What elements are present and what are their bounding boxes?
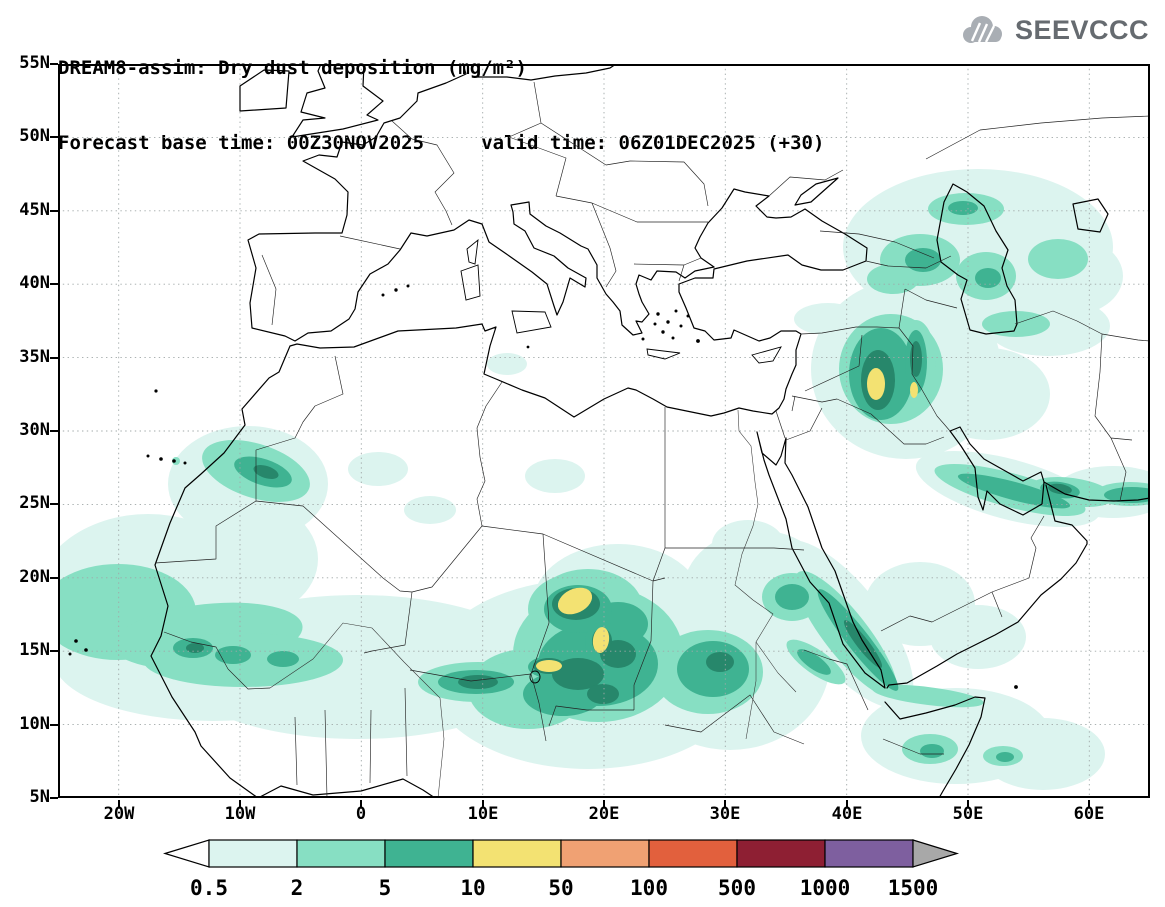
colorbar-segment xyxy=(560,839,650,868)
colorbar-overflow-arrow xyxy=(912,839,960,868)
plot-title-block: DREAM8-assim: Dry dust deposition (mg/m²… xyxy=(58,6,824,206)
lake-chad xyxy=(529,670,541,684)
lon-tick xyxy=(846,800,848,808)
colorbar-segment xyxy=(208,839,298,868)
colorbar-label: 10 xyxy=(460,876,485,900)
map-canvas xyxy=(58,64,1150,798)
colorbar-label: 50 xyxy=(548,876,573,900)
colorbar-label: 100 xyxy=(630,876,668,900)
lon-tick-label: 10E xyxy=(467,804,499,824)
country-borders xyxy=(154,81,1150,798)
colorbar-segment xyxy=(648,839,738,868)
lat-tick-label: 25N xyxy=(19,493,50,513)
logo-text: SEEVCCC xyxy=(1014,14,1149,45)
lon-tick xyxy=(118,800,120,808)
lat-tick xyxy=(50,283,58,285)
lon-tick xyxy=(603,800,605,808)
lat-tick xyxy=(50,503,58,505)
lat-tick-label: 10N xyxy=(19,714,50,734)
logo: SEEVCCC xyxy=(959,14,1149,46)
lat-tick xyxy=(50,797,58,799)
cloud-icon xyxy=(962,16,1002,43)
rivers xyxy=(269,409,797,798)
colorbar: 0.5 2 5 10 50 100 500 1000 1500 xyxy=(163,839,960,900)
aral-sea xyxy=(1072,198,1109,233)
lon-tick-label: 20W xyxy=(103,804,135,824)
lat-tick xyxy=(50,577,58,579)
islands xyxy=(68,238,1018,689)
colorbar-label: 1500 xyxy=(888,876,939,900)
borders-africa xyxy=(154,355,944,798)
lon-tick-label: 0 xyxy=(355,804,367,824)
lon-tick xyxy=(239,800,241,808)
colorbar-segment xyxy=(472,839,562,868)
lat-tick xyxy=(50,63,58,65)
lat-tick-label: 50N xyxy=(19,126,50,146)
plot-subtitle: Forecast base time: 00Z30NOV2025 valid t… xyxy=(58,132,825,154)
colorbar-segment xyxy=(296,839,386,868)
lat-tick xyxy=(50,357,58,359)
lat-tick-label: 40N xyxy=(19,273,50,293)
colorbar-label: 2 xyxy=(291,876,304,900)
lat-tick-label: 5N xyxy=(29,787,50,807)
lon-tick xyxy=(967,800,969,808)
lat-tick-label: 35N xyxy=(19,347,50,367)
lat-tick-label: 45N xyxy=(19,200,50,220)
lon-tick xyxy=(724,800,726,808)
lon-tick xyxy=(360,800,362,808)
lon-tick-label: 40E xyxy=(831,804,863,824)
lat-tick xyxy=(50,210,58,212)
sea-of-azov xyxy=(794,177,839,206)
colorbar-segment xyxy=(384,839,474,868)
colorbar-label: 1000 xyxy=(800,876,851,900)
lat-tick xyxy=(50,136,58,138)
borders-mideast-europe xyxy=(261,81,1150,632)
coastline-arabia-horn xyxy=(884,481,1150,798)
colorbar-segment xyxy=(736,839,826,868)
red-sea xyxy=(756,431,886,689)
coastline-africa-levant xyxy=(150,188,868,798)
lat-tick-label: 30N xyxy=(19,420,50,440)
colorbar-label: 500 xyxy=(718,876,756,900)
lat-tick-label: 55N xyxy=(19,53,50,73)
colorbar-segment xyxy=(824,839,914,868)
colorbar-label: 5 xyxy=(379,876,392,900)
lon-tick-label: 60E xyxy=(1073,804,1105,824)
lon-tick xyxy=(482,800,484,808)
colorbar-underflow-arrow xyxy=(163,839,210,868)
lon-tick xyxy=(1088,800,1090,808)
lat-tick-label: 20N xyxy=(19,567,50,587)
lat-tick xyxy=(50,430,58,432)
coastline-europe xyxy=(247,64,715,342)
lon-tick-label: 10W xyxy=(224,804,256,824)
colorbar-label: 0.5 xyxy=(190,876,228,900)
lon-tick-label: 30E xyxy=(709,804,741,824)
lon-tick-label: 50E xyxy=(952,804,984,824)
lon-tick-label: 20E xyxy=(588,804,620,824)
lat-tick xyxy=(50,724,58,726)
dust-contour-fills xyxy=(58,169,1150,790)
coastlines xyxy=(150,64,1150,798)
lat-tick-label: 15N xyxy=(19,640,50,660)
caspian-sea xyxy=(936,183,1018,335)
lat-tick xyxy=(50,650,58,652)
plot-title: DREAM8-assim: Dry dust deposition (mg/m²… xyxy=(58,57,527,79)
persian-gulf xyxy=(949,426,1045,516)
coastline-britain-ireland xyxy=(239,64,384,138)
